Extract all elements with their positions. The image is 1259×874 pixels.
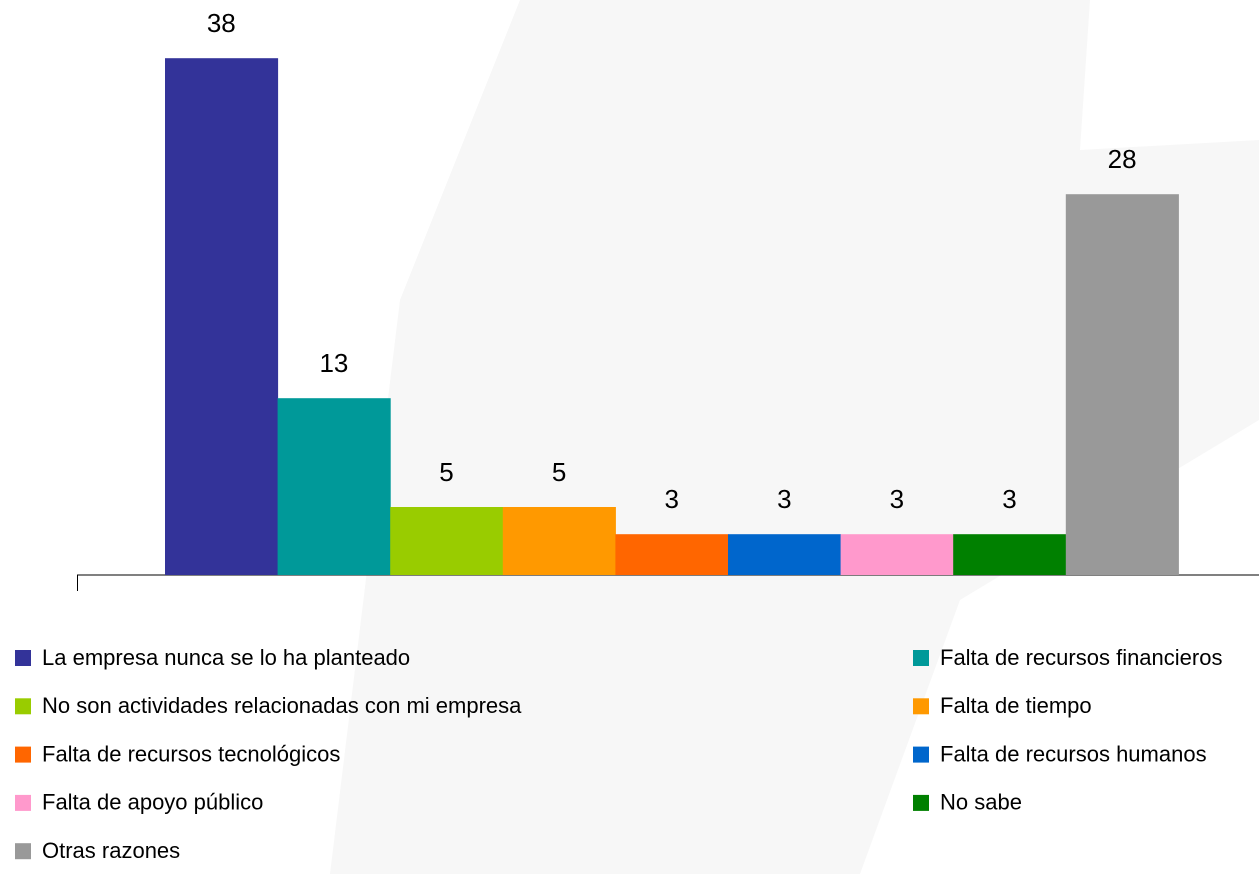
data-label: 28 (1108, 144, 1137, 174)
legend-label: Otras razones (42, 838, 180, 863)
bar (953, 534, 1067, 575)
legend-label: La empresa nunca se lo ha planteado (42, 645, 410, 670)
legend-swatch (15, 698, 31, 715)
legend-label: No sabe (940, 790, 1022, 815)
legend-label: Falta de recursos financieros (940, 645, 1222, 670)
legend-label: Falta de apoyo público (42, 790, 263, 815)
bar (728, 534, 842, 575)
bar (502, 507, 616, 575)
data-label: 3 (777, 484, 791, 514)
legend-swatch (913, 746, 929, 763)
legend-swatch (913, 698, 929, 715)
bar (390, 507, 504, 575)
data-label: 3 (1002, 484, 1016, 514)
bar (840, 534, 954, 575)
legend-swatch (15, 746, 31, 763)
data-label: 5 (439, 457, 453, 487)
background-shape (330, 0, 1259, 874)
legend-label: Falta de recursos tecnológicos (42, 741, 340, 766)
data-label: 3 (664, 484, 678, 514)
data-label: 13 (319, 348, 348, 378)
legend-swatch (15, 843, 31, 860)
legend-swatch (913, 794, 929, 811)
bar (1065, 194, 1179, 575)
legend-label: Falta de recursos humanos (940, 741, 1207, 766)
legend-label: No son actividades relacionadas con mi e… (42, 693, 522, 718)
data-label: 5 (552, 457, 566, 487)
legend-swatch (15, 794, 31, 811)
data-label: 3 (890, 484, 904, 514)
bar (277, 398, 391, 575)
legend-swatch (15, 650, 31, 666)
bar (165, 58, 279, 575)
legend-label: Falta de tiempo (940, 693, 1092, 718)
legend-swatch (913, 650, 929, 666)
data-label: 38 (207, 8, 236, 38)
bar (615, 534, 729, 575)
